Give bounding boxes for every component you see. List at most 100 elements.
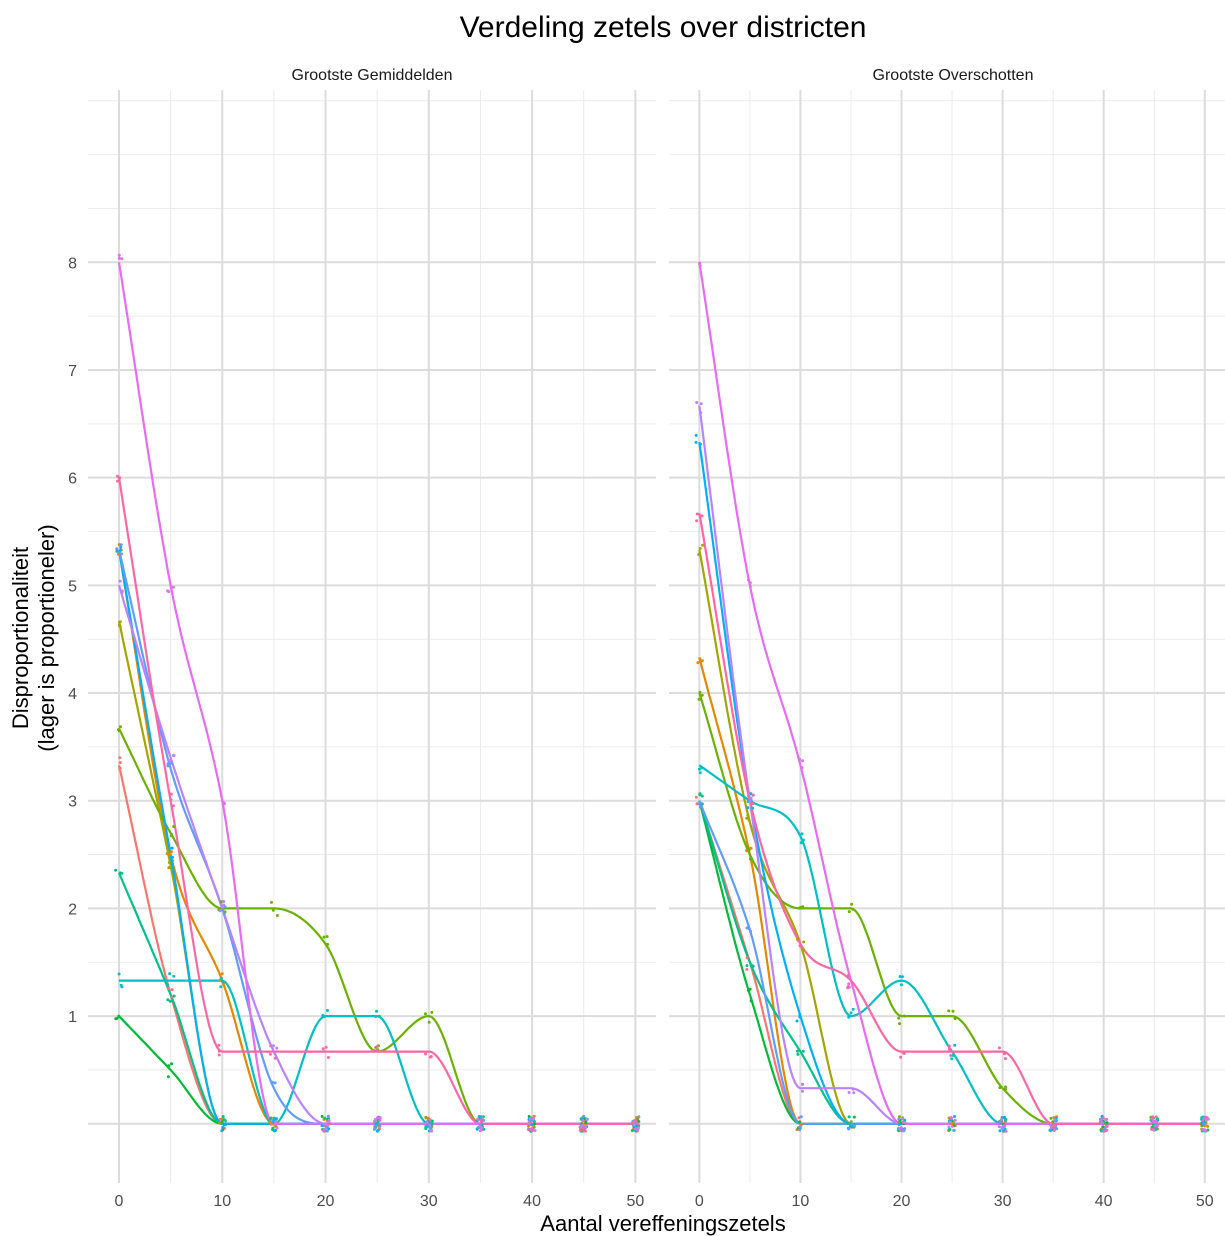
data-point [532,1117,535,1120]
data-point [118,761,122,765]
data-point [373,1118,377,1121]
data-point [902,1014,906,1018]
data-points [114,253,641,1133]
data-point [630,1129,634,1133]
data-point [1204,1129,1208,1133]
data-point [751,802,755,806]
data-point [325,1009,329,1012]
x-tick-label: 10 [792,1193,810,1210]
data-point [480,1116,484,1120]
data-point [172,974,176,978]
data-point [117,256,121,260]
data-point [478,1129,482,1133]
data-point [797,938,801,942]
data-point [322,935,326,939]
data-point [172,825,176,828]
data-point [847,982,851,986]
x-axis-title: Aantal vereffeningszetels [540,1211,785,1236]
data-point [1105,1124,1109,1128]
data-point [271,908,275,912]
data-point [1204,1116,1208,1120]
data-point [118,476,122,480]
x-tick-labels: 0 10 20 30 40 50 [695,1193,1214,1210]
data-point [167,866,171,870]
data-point [1152,1119,1155,1123]
y-tick-label: 5 [68,578,77,595]
data-point [322,1129,325,1133]
data-point [897,1117,901,1121]
data-point [170,1062,173,1066]
data-point [476,1121,480,1125]
data-point [695,401,699,404]
series-line [698,513,1205,1125]
x-tick-label: 50 [1196,1193,1214,1210]
data-point [953,1043,957,1047]
data-point [847,1115,851,1119]
data-point [115,547,119,551]
data-point [169,833,173,836]
data-point [166,998,170,1002]
data-point [997,1046,1001,1050]
data-point [272,1118,276,1122]
data-point [948,1047,951,1051]
data-point [324,1127,328,1131]
data-point [796,1049,799,1053]
data-point [698,690,702,694]
data-point [746,846,750,850]
data-point [947,1009,951,1013]
data-point [698,442,702,446]
data-point [119,545,123,549]
data-point [220,979,224,983]
data-point [166,1075,170,1079]
data-point [1105,1128,1109,1132]
data-point [116,474,119,478]
data-point [116,479,120,483]
data-point [745,967,749,971]
data-point [168,852,172,856]
data-point [429,1121,433,1125]
x-tick-labels: 0 10 20 30 40 50 [115,1193,645,1210]
gridlines [669,90,1225,1183]
data-point [529,1117,532,1121]
data-point [949,1116,953,1119]
data-point [115,549,119,553]
data-point [632,1123,636,1127]
data-point [168,999,172,1003]
data-point [799,1115,803,1119]
data-point [899,1126,903,1130]
x-tick-label: 30 [420,1193,438,1210]
data-point [953,1115,956,1118]
data-point [220,1120,224,1124]
data-point [952,1128,956,1132]
data-point [424,1116,428,1120]
data-point [698,657,702,661]
data-point [747,848,751,852]
x-tick-label: 0 [695,1193,704,1210]
data-point [953,1118,957,1122]
data-point [373,1127,377,1131]
data-point [1202,1122,1206,1126]
data-point [169,850,173,854]
data-point [797,1116,801,1120]
data-point [745,956,749,960]
data-point [746,806,750,810]
data-point [117,728,120,732]
data-point [220,900,223,904]
data-point [796,1052,800,1056]
data-point [221,908,225,912]
data-point [800,832,804,836]
data-point [801,838,805,842]
data-point [634,1127,638,1131]
data-point [746,988,750,992]
data-point [746,813,750,817]
data-point [120,871,124,875]
data-point [324,1045,328,1049]
data-point [947,1044,951,1048]
data-point [700,794,704,798]
data-point [166,983,169,987]
data-point [375,1116,379,1120]
data-point [430,1129,434,1133]
data-point [902,1052,906,1055]
data-point [847,910,851,914]
data-point [323,1122,327,1126]
